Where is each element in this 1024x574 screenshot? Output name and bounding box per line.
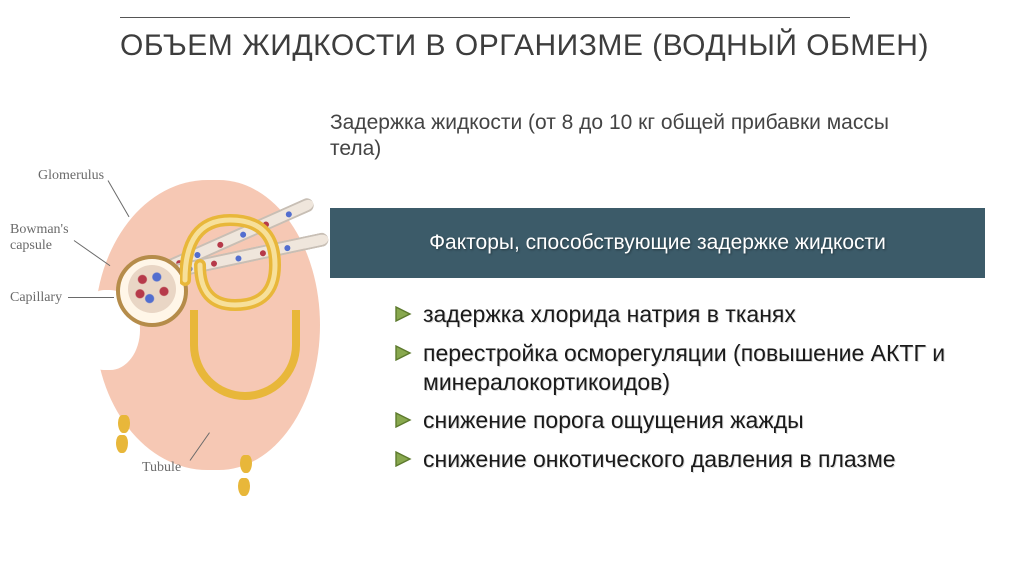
label-glomerulus: Glomerulus <box>38 168 104 184</box>
list-item: снижение онкотического давления в плазме <box>395 445 955 474</box>
leader-line <box>108 180 130 217</box>
slide-title: ОБЪЕМ ЖИДКОСТИ В ОРГАНИЗМЕ (ВОДНЫЙ ОБМЕН… <box>120 28 929 64</box>
list-item: перестройка осморегуляции (повышение АКТ… <box>395 339 955 397</box>
label-bowman: Bowman's capsule <box>10 222 90 254</box>
leader-line <box>68 297 114 298</box>
drip-icon <box>116 435 128 453</box>
factors-heading-box: Факторы, способствующие задержке жидкост… <box>330 208 985 278</box>
bullet-icon <box>395 412 417 432</box>
bullet-list: задержка хлорида натрия в тканях перестр… <box>395 300 955 484</box>
title-rule <box>120 17 850 18</box>
slide-subtitle: Задержка жидкости (от 8 до 10 кг общей п… <box>330 110 930 163</box>
nephron-diagram: Glomerulus Bowman's capsule Capillary Tu… <box>10 160 340 500</box>
drip-icon <box>240 455 252 473</box>
bullet-icon <box>395 451 417 471</box>
bullet-text: снижение порога ощущения жажды <box>423 406 804 435</box>
drip-icon <box>238 478 250 496</box>
bullet-text: перестройка осморегуляции (повышение АКТ… <box>423 339 955 397</box>
label-capillary: Capillary <box>10 290 62 306</box>
drip-icon <box>118 415 130 433</box>
bullet-text: задержка хлорида натрия в тканях <box>423 300 796 329</box>
bullet-icon <box>395 345 417 365</box>
bullet-icon <box>395 306 417 326</box>
glomerulus <box>128 265 176 313</box>
label-tubule: Tubule <box>142 460 181 476</box>
bullet-text: снижение онкотического давления в плазме <box>423 445 896 474</box>
list-item: снижение порога ощущения жажды <box>395 406 955 435</box>
list-item: задержка хлорида натрия в тканях <box>395 300 955 329</box>
